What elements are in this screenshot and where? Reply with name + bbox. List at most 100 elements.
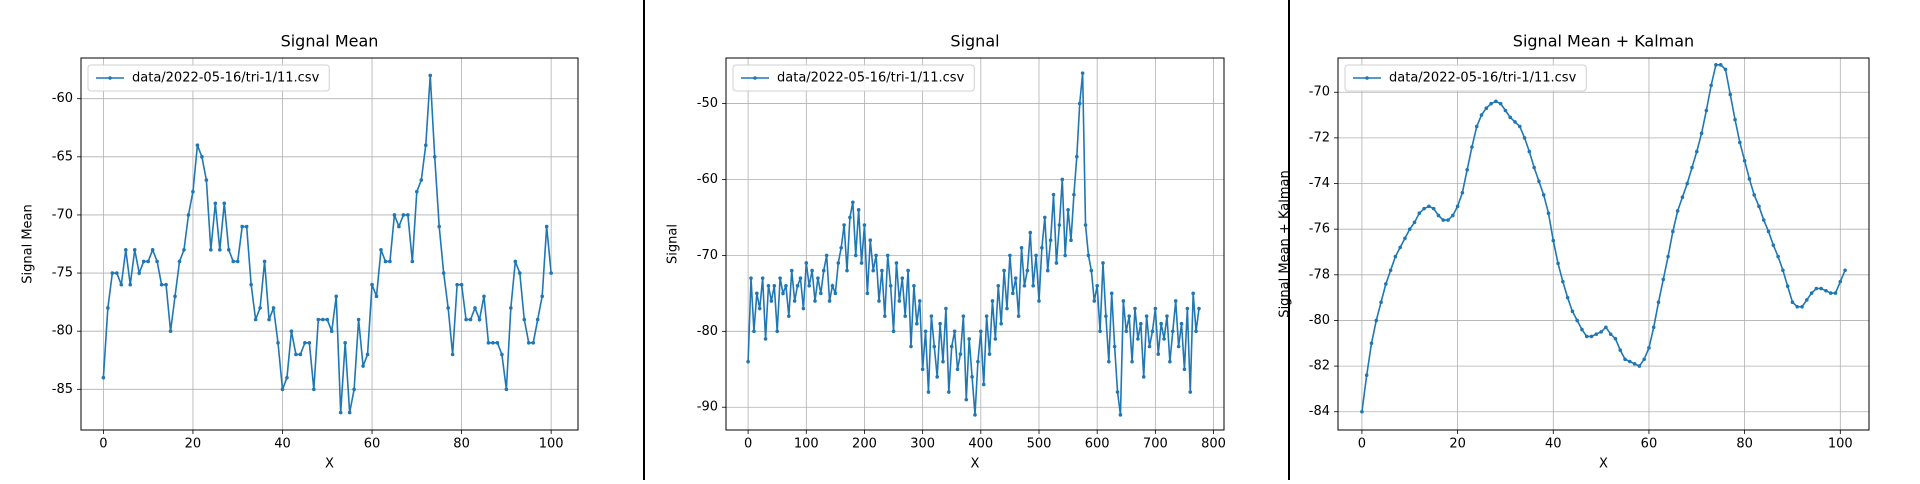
data-point [1757,204,1761,209]
data-point [970,375,974,379]
data-point [276,341,280,345]
chart-title: Signal [950,32,999,51]
data-point [755,291,759,296]
data-point [428,73,433,78]
data-point [1446,218,1450,222]
data-point [1828,291,1833,295]
data-point [1546,211,1551,215]
legend: data/2022-05-16/tri-1/11.csv [87,64,330,92]
data-point [1436,213,1441,218]
data-point [1147,344,1152,349]
data-point [1109,291,1114,296]
data-point [486,341,491,345]
data-point [1532,165,1536,170]
data-point [177,259,182,264]
data-point [1805,298,1809,302]
data-point [830,283,835,288]
data-point [1527,149,1532,154]
data-point [1738,140,1742,145]
data-point [1632,362,1637,366]
data-point [280,387,285,392]
data-point [1651,325,1656,330]
axes-frame [1337,57,1870,431]
data-point [410,259,415,264]
legend-box [87,64,330,92]
data-point [941,359,945,364]
data-point [1051,192,1056,197]
legend: data/2022-05-16/tri-1/11.csv [732,64,975,92]
data-point [1599,330,1603,334]
data-point [746,359,750,364]
data-point [482,294,486,299]
axes-frame [725,57,1225,431]
data-point [209,248,213,252]
axes-frame [80,57,579,431]
data-point [110,271,115,275]
data-point [1671,229,1675,234]
data-point [401,213,406,217]
data-point [1451,213,1455,218]
data-point [920,367,925,372]
data-point [513,259,518,264]
data-point [926,390,931,394]
data-point [1771,243,1776,247]
data-point [1584,334,1589,339]
data-point [1589,334,1594,339]
y-tick-label: -70 [52,207,73,222]
data-point [1162,337,1166,341]
y-tick-label: -80 [697,324,718,339]
data-line [747,73,1200,415]
data-point [1680,195,1685,200]
y-tick-label: -80 [52,324,73,339]
y-tick-label: -78 [1309,267,1330,282]
data-point [509,306,513,310]
data-point [1360,409,1364,414]
x-tick-label: 20 [1449,437,1466,452]
y-axis-label: Signal Mean [21,204,36,284]
data-point [141,259,146,264]
data-point [935,375,939,379]
data-point [1008,253,1012,258]
data-point [1455,204,1460,209]
data-point [1168,359,1172,364]
data-point [1666,254,1670,259]
data-point [1656,300,1661,304]
data-point [1028,230,1033,235]
data-point [361,364,365,368]
legend-label: data/2022-05-16/tri-1/11.csv [777,71,965,86]
data-point [262,259,267,264]
data-point [1101,261,1105,265]
data-point [1412,220,1417,225]
data-point [917,299,922,303]
data-point [1728,92,1733,97]
data-point [459,282,464,287]
data-point [1075,154,1079,159]
data-point [923,329,928,334]
x-tick-label: 80 [453,437,470,452]
data-point [473,306,477,310]
x-tick-label: 700 [1143,437,1168,452]
legend-box [732,64,975,92]
data-point [352,387,356,392]
data-point [1570,309,1575,314]
data-point [244,224,249,229]
data-point [1407,227,1412,231]
data-point [464,317,468,322]
data-point [1176,344,1181,349]
data-point [392,213,397,217]
data-point [1369,341,1374,346]
data-point [1188,390,1193,394]
data-point [415,189,419,194]
data-point [853,253,858,258]
data-point [455,282,459,287]
data-point [1613,336,1618,341]
data-point [191,189,195,194]
y-tick-label: -85 [52,382,73,397]
data-point [303,341,307,345]
data-point [801,306,806,311]
data-point [1133,306,1137,311]
data-point [752,329,756,334]
x-tick-label: 40 [1545,437,1562,452]
data-point [267,317,271,322]
data-point [504,387,509,392]
